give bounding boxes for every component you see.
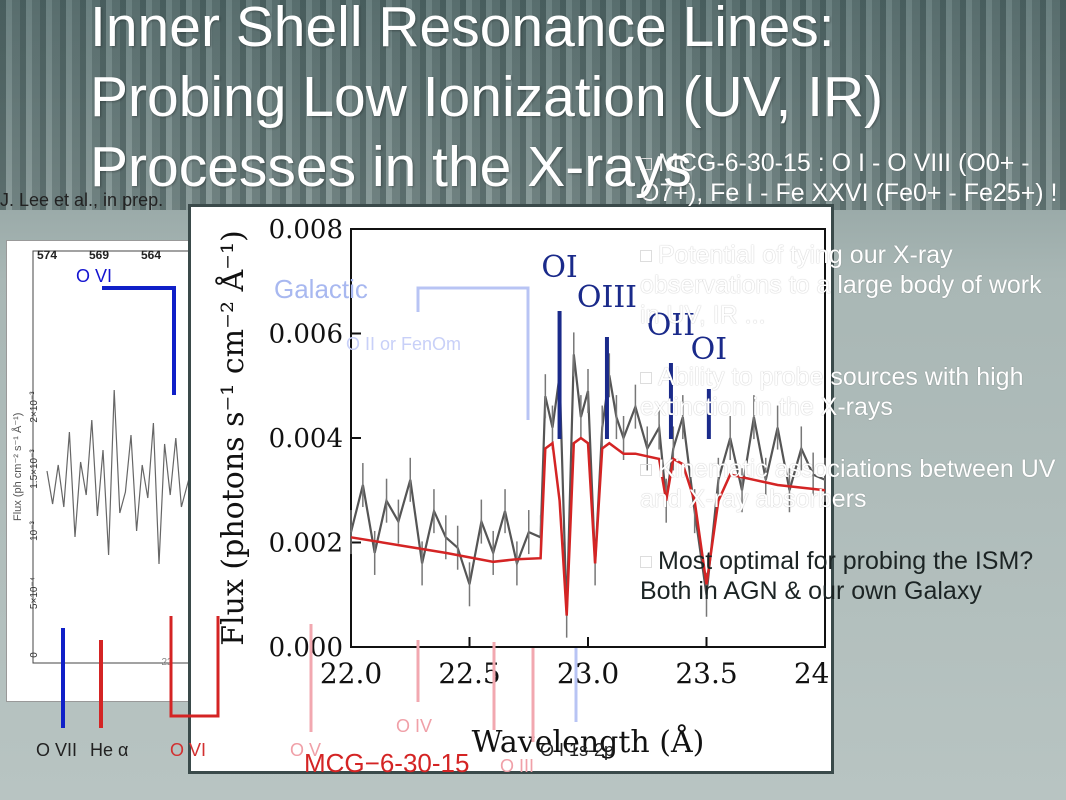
main-x-axis-label: Wavelength (Å)	[472, 724, 705, 760]
he-alpha-label: He α	[90, 740, 129, 760]
bullet-4: Kinematic associations between UV and X-…	[640, 455, 1056, 513]
left-y-axis-label: Flux (ph cm⁻² s⁻¹ Å⁻¹)	[11, 413, 24, 521]
bullet-icon	[640, 556, 652, 569]
o-vi-bottom-label: O VI	[170, 740, 207, 760]
bullet-icon	[640, 372, 652, 385]
x-tick-label: 22.5	[438, 657, 500, 690]
bullet-icon	[640, 158, 652, 171]
left-y-tick-label: 5×10⁻⁴	[29, 577, 40, 609]
main-y-axis-label: Flux (photons s⁻¹ cm⁻² Å⁻¹)	[215, 230, 251, 646]
o-i-1s2p-label: O I 1s-2p	[540, 740, 615, 760]
y-tick-label: 0.006	[269, 320, 343, 350]
left-top-tick-label: 569	[89, 248, 109, 262]
left-top-tick-label: 574	[37, 248, 57, 262]
left-y-tick-label: 2×10⁻³	[29, 391, 40, 423]
x-tick-label: 23.5	[675, 657, 737, 690]
line-label-oi: OI	[691, 332, 727, 367]
bullet-2: Potential of tying our X-ray observation…	[640, 241, 1042, 329]
left-top-tick-label: 564	[141, 248, 161, 262]
y-tick-label: 0.004	[269, 424, 343, 454]
x-tick-label: 24.0	[794, 657, 831, 690]
left-y-tick-label: 1.5×10⁻³	[29, 449, 40, 489]
left-y-tick-label: 10⁻³	[29, 520, 40, 540]
o-vi-top-label: O VI	[76, 266, 113, 286]
galactic-label: Galactic	[274, 274, 368, 304]
mcg-label: MCG−6-30-15	[304, 748, 470, 778]
main-x-axis: 22.0 22.5 23.0 23.5 24.0	[320, 637, 831, 690]
o-ii-fe-label: O II or FenOm	[346, 334, 462, 354]
citation: J. Lee et al., in prep.	[0, 190, 164, 210]
line-label-oiii: OIII	[577, 280, 637, 315]
x-tick-label: 23.0	[557, 657, 619, 690]
model-series-line	[350, 436, 826, 616]
left-x-tick-label: 22	[161, 657, 173, 668]
o-iii-label: O III	[500, 756, 535, 776]
title-line-2: Probing Low Ionization (UV, IR)	[90, 65, 884, 129]
o-v-label: O V	[290, 740, 322, 760]
bullet-icon	[640, 464, 652, 477]
o-iv-label: O IV	[396, 716, 433, 736]
main-y-axis: 0.000 0.002 0.004 0.006 0.008	[269, 215, 361, 663]
main-chart-svg: 22.022.523.023.524.0 0.0000.0020.0040.00…	[215, 215, 831, 760]
bullet-1: MCG-6-30-15 : O I - O VIII (O0+ - O7+), …	[640, 149, 1058, 207]
o-vii-label: O VII	[36, 740, 78, 760]
bullet-5: Most optimal for probing the ISM? Both i…	[640, 547, 1034, 605]
bullet-icon	[640, 250, 652, 263]
bullet-list: MCG-6-30-15 : O I - O VIII (O0+ - O7+), …	[640, 148, 1066, 638]
left-y-axis: 0 5×10⁻⁴ 10⁻³ 1.5×10⁻³ 2×10⁻³	[29, 391, 40, 658]
main-series-group	[349, 332, 826, 638]
title-line-1: Inner Shell Resonance Lines:	[90, 0, 835, 59]
x-tick-label: 22.0	[320, 657, 382, 690]
y-tick-label: 0.002	[269, 529, 343, 559]
y-tick-label: 0.000	[269, 633, 343, 663]
y-tick-label: 0.008	[269, 215, 343, 245]
slide-title: Inner Shell Resonance Lines: Probing Low…	[90, 0, 1050, 202]
line-label-oi: OI	[541, 250, 577, 285]
title-line-3: Processes in the X-rays	[90, 135, 692, 199]
left-y-tick-label: 0	[29, 652, 40, 658]
title-banner	[0, 0, 1066, 210]
bullet-3: Ability to probe sources with high extin…	[640, 363, 1024, 421]
line-label-oii: OII	[647, 308, 695, 343]
